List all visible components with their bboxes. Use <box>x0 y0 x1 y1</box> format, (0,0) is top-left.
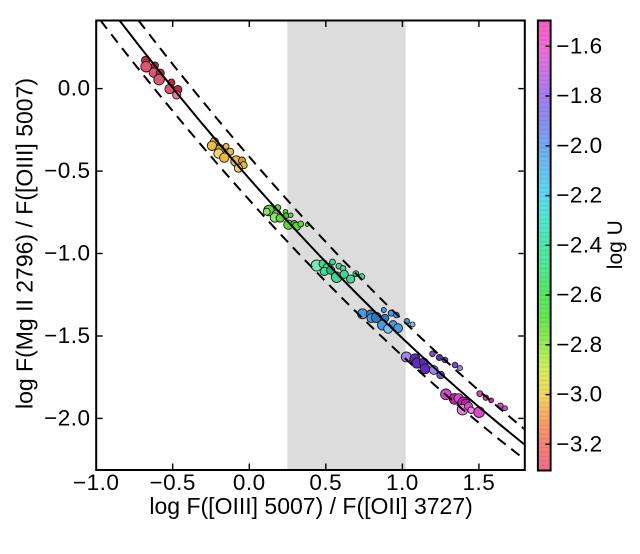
svg-text:log U: log U <box>604 220 627 269</box>
svg-text:1.5: 1.5 <box>463 470 496 495</box>
svg-text:−2.8: −2.8 <box>556 332 602 357</box>
svg-text:−2.4: −2.4 <box>556 232 602 257</box>
svg-text:−1.6: −1.6 <box>556 33 602 58</box>
svg-text:−1.5: −1.5 <box>44 323 90 348</box>
svg-text:−0.5: −0.5 <box>44 158 90 183</box>
svg-text:log F([OIII] 5007) / F([OII] 3: log F([OIII] 5007) / F([OII] 3727) <box>149 493 472 519</box>
svg-text:log F(Mg II 2796) / F([OIII] 5: log F(Mg II 2796) / F([OIII] 5007) <box>12 78 38 409</box>
svg-text:−1.8: −1.8 <box>556 83 602 108</box>
svg-text:−1.0: −1.0 <box>44 241 90 266</box>
svg-text:0.0: 0.0 <box>233 470 266 495</box>
svg-text:−2.2: −2.2 <box>556 183 602 208</box>
svg-text:−3.0: −3.0 <box>556 382 602 407</box>
svg-text:1.0: 1.0 <box>386 470 419 495</box>
svg-text:0.5: 0.5 <box>309 470 342 495</box>
svg-text:−2.0: −2.0 <box>44 405 90 430</box>
svg-text:−3.2: −3.2 <box>556 431 602 456</box>
svg-text:−1.0: −1.0 <box>73 470 119 495</box>
svg-text:−2.0: −2.0 <box>556 133 602 158</box>
svg-text:−2.6: −2.6 <box>556 282 602 307</box>
svg-text:−0.5: −0.5 <box>149 470 195 495</box>
svg-text:0.0: 0.0 <box>58 76 91 101</box>
